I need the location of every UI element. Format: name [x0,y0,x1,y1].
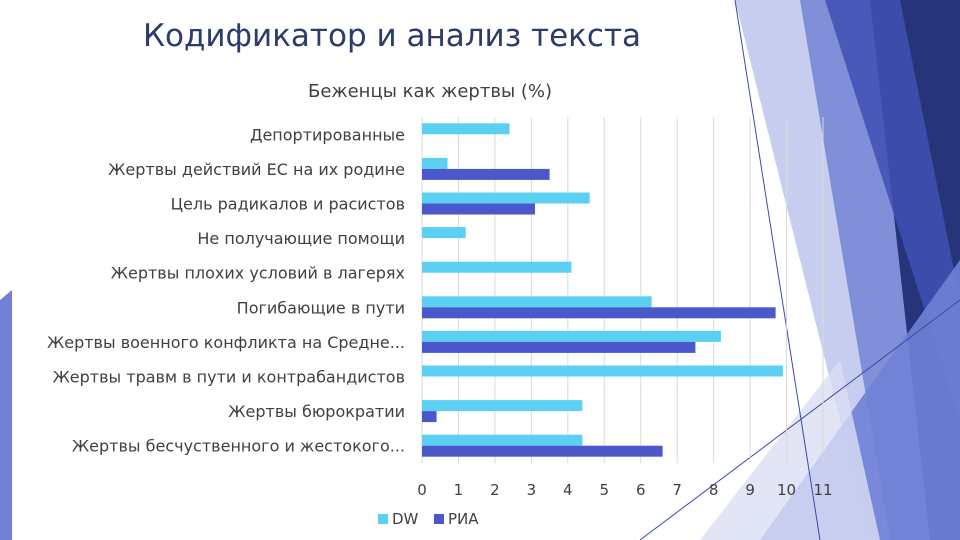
x-tick-label: 3 [527,481,537,499]
x-tick-label: 1 [454,481,464,499]
bar-dw-1 [422,157,448,169]
category-label: Депортированные [250,125,405,144]
category-label: Жертвы плохих условий в лагерях [111,264,405,283]
bar-риа-8 [422,411,437,423]
bar-dw-4 [422,261,572,273]
bar-dw-2 [422,192,590,204]
category-label: Не получающие помощи [197,229,405,248]
x-tick-labels: 0 1 2 3 4 5 6 7 8 9 10 11 [417,481,832,499]
x-tick-label: 2 [490,481,500,499]
bar-dw-3 [422,227,466,239]
legend: DW РИА [378,510,479,528]
category-labels: Депортированные Жертвы действий ЕС на их … [47,125,405,455]
bar-риа-1 [422,168,550,180]
x-tick-label: 9 [745,481,755,499]
bar-риа-9 [422,445,663,457]
category-label: Жертвы бесчуственного и жестокого... [72,437,405,456]
deco-left-strip [0,290,12,540]
deco-line-2 [639,299,960,540]
x-tick-label: 7 [672,481,682,499]
bar-dw-9 [422,434,583,446]
bar-dw-8 [422,400,583,412]
bar-риа-6 [422,341,696,353]
category-label: Жертвы военного конфликта на Средне... [47,333,405,352]
legend-swatch-dw [378,514,388,524]
bar-dw-7 [422,365,783,377]
x-tick-label: 10 [777,481,796,499]
category-label: Цель радикалов и расистов [171,195,405,214]
slide-title: Кодификатор и анализ текста [143,18,641,54]
x-tick-label: 6 [636,481,646,499]
category-label: Жертвы бюрократии [228,402,405,421]
bar-риа-5 [422,307,776,319]
x-tick-label: 0 [417,481,427,499]
category-label: Жертвы действий ЕС на их родине [108,160,405,179]
legend-label-риа: РИА [448,510,479,528]
deco-line-1 [734,0,821,540]
bars [422,123,783,457]
bar-dw-5 [422,296,652,308]
bar-dw-0 [422,123,510,135]
x-tick-label: 11 [813,481,832,499]
x-tick-label: 4 [563,481,573,499]
x-tick-label: 5 [599,481,609,499]
legend-swatch-риа [434,514,444,524]
legend-label-dw: DW [392,510,419,528]
bar-риа-2 [422,203,536,215]
chart-title: Беженцы как жертвы (%) [308,81,552,102]
category-label: Жертвы травм в пути и контрабандистов [53,368,405,387]
deco-bottom-pale [700,360,880,540]
category-label: Погибающие в пути [237,298,405,317]
x-tick-label: 8 [709,481,719,499]
bar-dw-6 [422,330,721,342]
